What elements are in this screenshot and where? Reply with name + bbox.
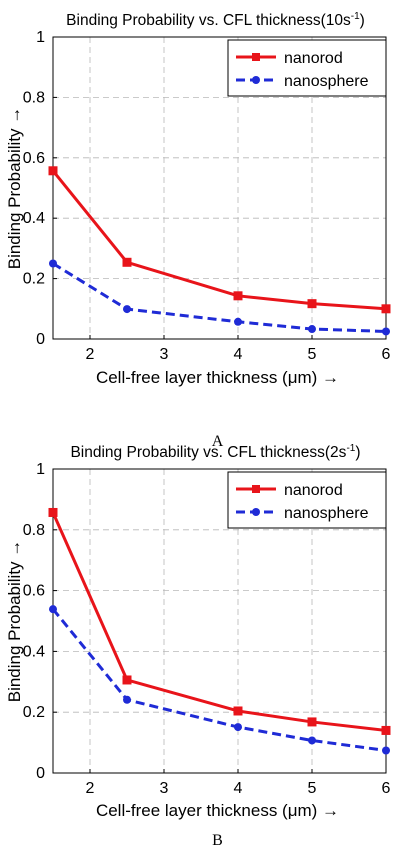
x-tick-label: 5 [308,780,317,797]
series-line-nanosphere [52,262,387,333]
y-tick-label: 0 [36,331,45,348]
y-tick-label: 0 [36,765,45,782]
data-point-nanosphere [234,723,242,732]
series-nanosphere [49,605,390,755]
y-axis-label: Binding Probability → [5,540,24,703]
y-tick-label: 0.4 [23,210,45,227]
data-point-nanorod [233,706,243,716]
legend-marker-nanorod [252,485,260,493]
y-tick-label: 0.6 [23,150,45,167]
x-tick-label: 2 [86,346,95,363]
chart-title: Binding Probability vs. CFL thickness(10… [66,11,365,29]
x-tick-label: 2 [86,780,95,797]
series-line-nanosphere [51,608,387,752]
legend-marker-nanosphere [252,76,260,84]
x-tick-label: 4 [234,780,243,797]
series-nanosphere [49,259,390,336]
panel-caption: A [212,433,224,450]
legend-box [227,39,387,97]
data-point-nanosphere [308,325,316,334]
series-line-nanorod [51,169,387,311]
plot-frame [52,36,387,340]
data-point-nanorod [381,725,391,735]
data-point-nanorod [233,291,243,301]
data-point-nanosphere [382,327,390,336]
y-tick-label: 0.8 [23,89,45,106]
y-axis-label: Binding Probability → [5,107,24,270]
x-tick-label: 3 [160,780,169,797]
data-point-nanorod [48,166,58,176]
data-point-nanorod [307,717,317,727]
data-point-nanorod [122,675,132,685]
panel-caption: B [212,832,223,849]
y-tick-label: 0.6 [23,583,45,600]
legend: nanorod nanosphere [227,471,387,529]
chart-title-close: ) [355,444,360,461]
data-point-nanorod [122,257,132,267]
data-point-nanosphere [123,695,131,704]
chart-title-close: ) [360,12,365,29]
data-point-nanosphere [234,317,242,326]
chart-title-superscript: -1 [346,443,355,454]
y-tick-label: 0.4 [23,643,45,660]
series-nanorod [48,507,391,735]
data-point-nanosphere [382,746,390,755]
legend-label-nanorod: nanorod [284,482,343,499]
chart-panel-b: Binding Probability vs. CFL thickness(2s… [5,443,391,849]
x-axis-label: Cell-free layer thickness (μm) → [96,801,339,820]
x-tick-label: 5 [308,346,317,363]
x-axis-label: Cell-free layer thickness (μm) → [96,368,339,387]
plot-frame [52,468,387,774]
data-point-nanosphere [49,605,57,614]
data-point-nanorod [48,507,58,517]
data-point-nanorod [307,299,317,309]
x-tick-label: 4 [234,346,243,363]
legend-marker-nanosphere [252,508,260,516]
legend-label-nanosphere: nanosphere [284,505,369,522]
y-tick-label: 0.2 [23,271,45,288]
chart-title: Binding Probability vs. CFL thickness(2s… [70,443,360,461]
x-tick-label: 6 [382,346,391,363]
x-tick-label: 6 [382,780,391,797]
y-tick-label: 0.8 [23,522,45,539]
legend-label-nanorod: nanorod [284,50,343,67]
legend: nanorod nanosphere [227,39,387,97]
data-point-nanosphere [308,736,316,745]
chart-title-text: Binding Probability vs. CFL thickness(10… [66,12,351,29]
chart-title-superscript: -1 [351,11,360,22]
data-point-nanosphere [123,305,131,314]
legend-box [227,471,387,529]
chart-title-text: Binding Probability vs. CFL thickness(2s [70,444,346,461]
y-tick-label: 1 [36,461,45,478]
legend-marker-nanorod [252,53,260,61]
data-point-nanosphere [49,259,57,268]
series-nanorod [48,166,391,314]
series-line-nanorod [51,511,387,732]
chart-panel-a: Binding Probability vs. CFL thickness(10… [5,11,391,450]
y-tick-label: 1 [36,29,45,46]
data-point-nanorod [381,304,391,314]
x-tick-label: 3 [160,346,169,363]
legend-label-nanosphere: nanosphere [284,73,369,90]
y-tick-label: 0.2 [23,704,45,721]
